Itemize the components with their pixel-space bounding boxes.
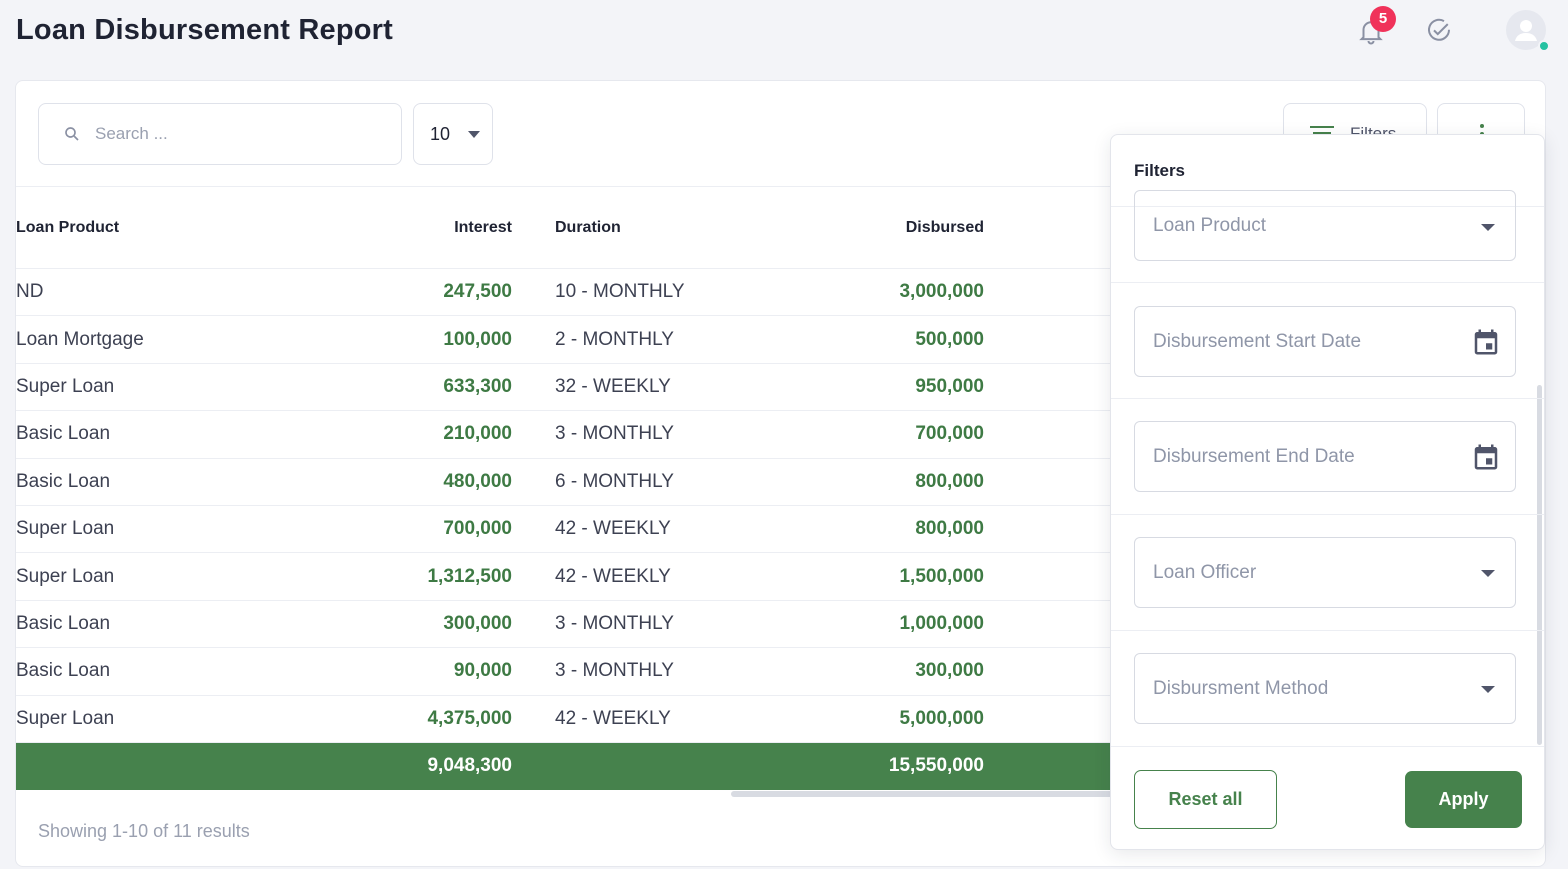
- column-header-disbursed[interactable]: Disbursed: [905, 218, 984, 236]
- chevron-down-icon: [468, 130, 481, 138]
- cell-disbursed: 3,000,000: [899, 281, 984, 303]
- filter-panel-scrollbar[interactable]: [1537, 385, 1542, 745]
- per-page-select[interactable]: 10: [413, 103, 493, 165]
- table-row[interactable]: Super Loan 700,000 42 - WEEKLY 800,000: [16, 506, 1116, 554]
- pagination-summary: Showing 1-10 of 11 results: [38, 821, 250, 841]
- cell-duration: 32 - WEEKLY: [555, 375, 671, 397]
- chevron-down-icon: [1481, 686, 1495, 693]
- cell-interest: 633,300: [443, 375, 512, 397]
- cell-duration: 42 - WEEKLY: [555, 565, 671, 587]
- cell-duration: 6 - MONTHLY: [555, 470, 674, 492]
- cell-interest: 90,000: [453, 660, 512, 682]
- search-icon: [65, 127, 79, 141]
- loan-officer-select[interactable]: Loan Officer: [1134, 537, 1516, 608]
- table-row[interactable]: Basic Loan 480,000 6 - MONTHLY 800,000: [16, 459, 1116, 506]
- per-page-value: 10: [430, 123, 451, 144]
- cell-loan-product: Super Loan: [16, 565, 115, 587]
- calendar-icon[interactable]: [1471, 327, 1501, 357]
- online-status-dot: [1538, 40, 1550, 52]
- cell-duration: 3 - MONTHLY: [555, 660, 674, 682]
- total-interest: 9,048,300: [427, 755, 512, 777]
- user-icon: [1515, 20, 1537, 41]
- cell-interest: 700,000: [443, 518, 512, 540]
- cell-interest: 247,500: [443, 281, 512, 303]
- filter-panel: Filters Loan Product Disbursement Start …: [1110, 134, 1545, 850]
- reset-all-button[interactable]: Reset all: [1134, 770, 1277, 829]
- cell-disbursed: 5,000,000: [899, 707, 984, 729]
- column-header-duration[interactable]: Duration: [555, 218, 621, 236]
- horizontal-scrollbar[interactable]: [731, 791, 1121, 797]
- cell-interest: 480,000: [443, 470, 512, 492]
- search-placeholder: Search ...: [95, 124, 168, 143]
- cell-duration: 3 - MONTHLY: [555, 612, 674, 634]
- cell-loan-product: ND: [16, 281, 44, 303]
- cell-disbursed: 1,500,000: [899, 565, 984, 587]
- totals-row: 9,048,300 15,550,000: [16, 742, 1116, 790]
- cell-loan-product: Basic Loan: [16, 470, 111, 492]
- cell-disbursed: 300,000: [915, 660, 984, 682]
- disbursement-method-select[interactable]: Disbursment Method: [1134, 653, 1516, 724]
- cell-duration: 10 - MONTHLY: [555, 281, 685, 303]
- cell-loan-product: Super Loan: [16, 707, 115, 729]
- cell-interest: 4,375,000: [427, 707, 512, 729]
- cell-disbursed: 950,000: [915, 375, 984, 397]
- cell-loan-product: Loan Mortgage: [16, 328, 144, 350]
- cell-interest: 210,000: [443, 423, 512, 445]
- start-date-placeholder: Disbursement Start Date: [1153, 330, 1362, 352]
- loan-product-select[interactable]: Loan Product: [1134, 190, 1516, 261]
- disbursement-method-placeholder: Disbursment Method: [1153, 677, 1329, 699]
- check-circle-icon[interactable]: [1424, 16, 1454, 46]
- loan-table: Loan Product Interest Duration Disbursed…: [16, 186, 1116, 790]
- table-row[interactable]: Loan Mortgage 100,000 2 - MONTHLY 500,000: [16, 316, 1116, 364]
- cell-interest: 300,000: [443, 612, 512, 634]
- table-row[interactable]: Super Loan 4,375,000 42 - WEEKLY 5,000,000: [16, 696, 1116, 743]
- chevron-down-icon: [1481, 224, 1495, 231]
- cell-duration: 42 - WEEKLY: [555, 518, 671, 540]
- total-disbursed: 15,550,000: [888, 755, 984, 777]
- search-input[interactable]: Search ...: [38, 103, 402, 165]
- cell-disbursed: 800,000: [915, 470, 984, 492]
- table-row[interactable]: Basic Loan 90,000 3 - MONTHLY 300,000: [16, 648, 1116, 696]
- apply-button[interactable]: Apply: [1405, 771, 1522, 828]
- table-row[interactable]: Basic Loan 210,000 3 - MONTHLY 700,000: [16, 411, 1116, 459]
- cell-duration: 42 - WEEKLY: [555, 707, 671, 729]
- page-title: Loan Disbursement Report: [16, 14, 394, 46]
- loan-officer-placeholder: Loan Officer: [1153, 561, 1257, 583]
- column-header-interest[interactable]: Interest: [454, 218, 512, 236]
- cell-loan-product: Super Loan: [16, 375, 115, 397]
- cell-disbursed: 500,000: [915, 328, 984, 350]
- column-header-loan-product[interactable]: Loan Product: [16, 218, 120, 236]
- filter-icon: [1310, 126, 1334, 138]
- cell-interest: 1,312,500: [427, 565, 512, 587]
- cell-disbursed: 1,000,000: [899, 612, 984, 634]
- cell-loan-product: Basic Loan: [16, 612, 111, 634]
- chevron-down-icon: [1481, 570, 1495, 577]
- cell-interest: 100,000: [443, 328, 512, 350]
- table-row[interactable]: Basic Loan 300,000 3 - MONTHLY 1,000,000: [16, 601, 1116, 649]
- cell-disbursed: 800,000: [915, 518, 984, 540]
- calendar-icon[interactable]: [1471, 442, 1501, 472]
- cell-duration: 3 - MONTHLY: [555, 423, 674, 445]
- cell-duration: 2 - MONTHLY: [555, 328, 674, 350]
- table-body: ND 247,500 10 - MONTHLY 3,000,000 Loan Mortg…: [16, 269, 1116, 743]
- table-header: Loan Product Interest Duration Disbursed: [16, 186, 1116, 269]
- cell-disbursed: 700,000: [915, 423, 984, 445]
- cell-loan-product: Basic Loan: [16, 423, 111, 445]
- filter-panel-title: Filters: [1111, 135, 1544, 207]
- end-date-placeholder: Disbursement End Date: [1153, 445, 1355, 467]
- loan-product-placeholder: Loan Product: [1153, 214, 1267, 236]
- notification-badge: 5: [1370, 6, 1396, 32]
- disbursement-start-date-field[interactable]: Disbursement Start Date: [1134, 306, 1516, 377]
- table-row[interactable]: ND 247,500 10 - MONTHLY 3,000,000: [16, 269, 1116, 317]
- table-row[interactable]: Super Loan 633,300 32 - WEEKLY 950,000: [16, 364, 1116, 412]
- cell-loan-product: Basic Loan: [16, 660, 111, 682]
- cell-loan-product: Super Loan: [16, 518, 115, 540]
- disbursement-end-date-field[interactable]: Disbursement End Date: [1134, 421, 1516, 492]
- table-row[interactable]: Super Loan 1,312,500 42 - WEEKLY 1,500,000: [16, 553, 1116, 601]
